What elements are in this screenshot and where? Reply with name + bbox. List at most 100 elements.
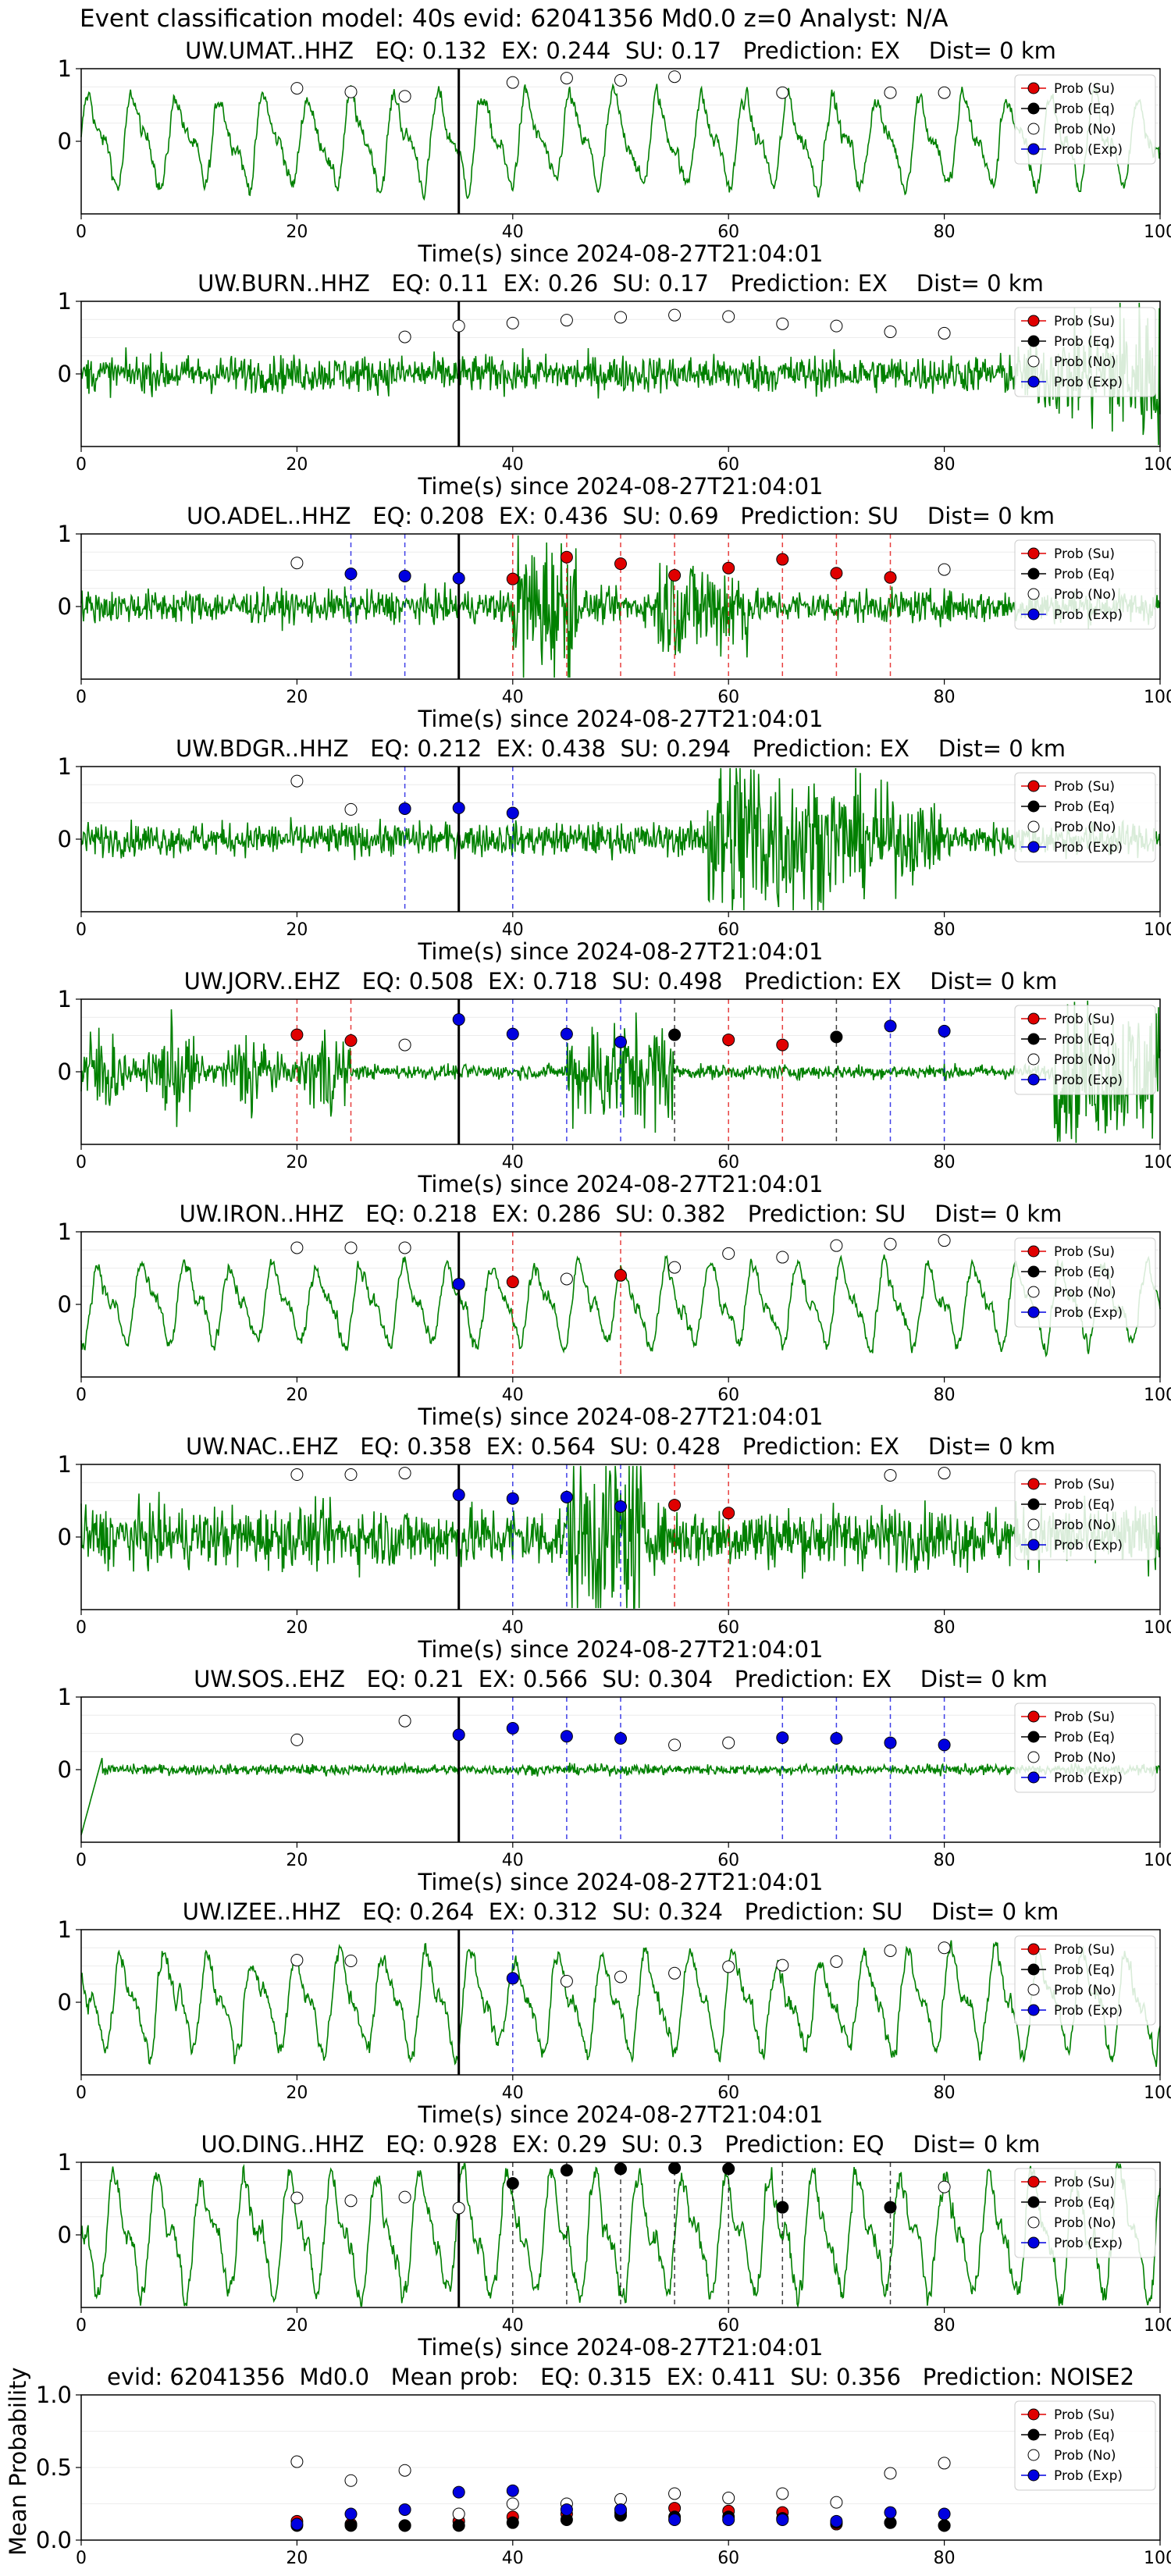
prob-point-su — [506, 572, 519, 585]
prob-point-su — [884, 571, 897, 584]
mean-prob-point-no — [668, 2487, 682, 2500]
legend-marker-eq — [1027, 102, 1040, 115]
y-tick-label: 0 — [58, 1756, 72, 1783]
legend-label: Prob (Exp) — [1054, 2468, 1123, 2484]
x-axis-label: Time(s) since 2024-08-27T21:04:01 — [418, 1869, 824, 1895]
legend-marker-exp — [1027, 1539, 1040, 1551]
mean-prob-point-eq — [452, 2519, 465, 2532]
y-tick-label: 0 — [58, 361, 72, 387]
mean-prob-point-no — [938, 2457, 951, 2470]
x-tick-label: 100 — [1144, 688, 1171, 707]
legend-box — [1014, 539, 1156, 630]
prob-point-exp — [452, 1728, 465, 1742]
x-tick-label: 20 — [286, 688, 308, 707]
prob-point-no — [668, 308, 682, 322]
x-tick-label: 80 — [934, 2549, 956, 2568]
legend-label: Prob (Exp) — [1054, 1538, 1123, 1553]
x-tick-label: 100 — [1144, 2549, 1171, 2568]
legend-marker-exp — [1027, 375, 1040, 388]
x-tick-label: 100 — [1144, 1618, 1171, 1638]
x-tick-label: 0 — [76, 455, 87, 475]
legend-label: Prob (No) — [1054, 1983, 1116, 1998]
prob-point-no — [290, 774, 304, 788]
x-tick-label: 20 — [286, 2549, 308, 2568]
x-tick-label: 80 — [934, 1386, 956, 1405]
x-tick-label: 20 — [286, 2316, 308, 2336]
legend-label: Prob (Eq) — [1054, 567, 1115, 582]
prob-point-no — [938, 86, 951, 99]
y-tick-label: 1 — [58, 753, 72, 780]
x-tick-label: 0 — [76, 2549, 87, 2568]
legend-marker-su — [1027, 1012, 1040, 1025]
prob-point-no — [884, 86, 897, 99]
mean-prob-point-exp — [398, 2503, 411, 2516]
prob-point-exp — [560, 1490, 573, 1503]
prob-point-no — [290, 557, 304, 570]
x-tick-label: 40 — [502, 2549, 524, 2568]
legend-marker-exp — [1027, 1306, 1040, 1318]
legend-box — [1014, 2400, 1156, 2491]
mean-prob-point-no — [506, 2497, 519, 2510]
panel-uw-bdgr-hhz: 0 20 40 60 80 100 0 1 Prob (Su) Prob (Eq) Prob (No… — [58, 753, 1171, 940]
legend-marker-eq — [1027, 1033, 1040, 1045]
prob-point-no — [290, 1733, 304, 1746]
y-tick-label: 0 — [58, 2222, 72, 2248]
mean-prob-point-eq — [398, 2519, 411, 2532]
prob-point-no — [614, 311, 627, 324]
x-tick-label: 80 — [934, 1618, 956, 1638]
legend-marker-no — [1027, 123, 1040, 135]
y-tick-label: 0 — [58, 1524, 72, 1550]
legend-label: Prob (Exp) — [1054, 375, 1123, 390]
legend-box — [1014, 772, 1156, 863]
mean-prob-point-no — [776, 2487, 789, 2500]
legend-marker-no — [1027, 2449, 1040, 2461]
x-tick-label: 20 — [286, 2083, 308, 2103]
x-axis-label: Time(s) since 2024-08-27T21:04:01 — [418, 2101, 824, 2128]
legend-marker-su — [1027, 547, 1040, 560]
prob-point-no — [452, 2201, 465, 2215]
legend-label: Prob (Exp) — [1054, 607, 1123, 623]
prob-point-exp — [398, 802, 411, 815]
panel-title: UW.IRON..HHZ EQ: 0.218 EX: 0.286 SU: 0.3… — [179, 1201, 1062, 1227]
legend-marker-eq — [1027, 568, 1040, 580]
legend-marker-no — [1027, 355, 1040, 368]
panel-title: UW.NAC..EHZ EQ: 0.358 EX: 0.564 SU: 0.42… — [186, 1433, 1055, 1460]
prob-point-exp — [560, 1730, 573, 1743]
prob-point-no — [884, 326, 897, 339]
prob-point-no — [668, 1261, 682, 1274]
prob-point-no — [506, 316, 519, 329]
prob-point-exp — [506, 1972, 519, 1985]
y-tick-label: 1 — [58, 2149, 72, 2176]
prob-point-no — [290, 82, 304, 95]
x-tick-label: 0 — [76, 1386, 87, 1405]
figure-title: Event classification model: 40s evid: 62… — [80, 5, 949, 33]
prob-point-exp — [452, 1489, 465, 1502]
legend-marker-exp — [1027, 1073, 1040, 1086]
y-tick-label: 1 — [58, 1684, 72, 1710]
prob-point-no — [398, 1467, 411, 1480]
legend-marker-exp — [1027, 2004, 1040, 2016]
x-tick-label: 60 — [717, 455, 739, 475]
x-tick-label: 60 — [717, 1851, 739, 1870]
legend-label: Prob (Exp) — [1054, 2003, 1123, 2019]
legend-label: Prob (No) — [1054, 1750, 1116, 1766]
legend-marker-no — [1027, 1751, 1040, 1763]
y-tick-label: 0.5 — [36, 2454, 72, 2481]
prob-point-exp — [452, 802, 465, 815]
legend-marker-su — [1027, 1943, 1040, 1955]
prob-point-su — [614, 557, 627, 571]
prob-point-no — [290, 1954, 304, 1967]
mean-prob-point-no — [290, 2455, 304, 2468]
prob-point-no — [398, 1038, 411, 1051]
x-tick-label: 40 — [502, 1153, 524, 1172]
y-tick-label: 0 — [58, 1059, 72, 1085]
legend-marker-no — [1027, 820, 1040, 833]
prob-point-no — [560, 314, 573, 327]
prob-point-exp — [614, 1732, 627, 1745]
legend-box — [1014, 1935, 1156, 2026]
prob-point-su — [722, 1034, 735, 1047]
legend-marker-eq — [1027, 1963, 1040, 1976]
prob-point-no — [776, 1959, 789, 1972]
x-tick-label: 0 — [76, 1851, 87, 1870]
